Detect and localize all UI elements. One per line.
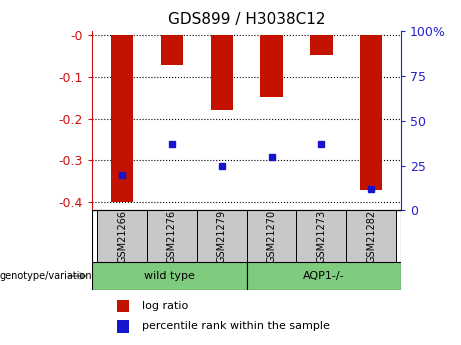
- Text: GSM21270: GSM21270: [266, 210, 277, 263]
- Text: GSM21266: GSM21266: [117, 210, 127, 263]
- Text: GSM21279: GSM21279: [217, 210, 227, 263]
- Bar: [147, 210, 197, 262]
- Text: genotype/variation: genotype/variation: [0, 271, 93, 281]
- Text: percentile rank within the sample: percentile rank within the sample: [142, 322, 330, 332]
- Bar: [247, 262, 401, 290]
- Text: wild type: wild type: [144, 271, 195, 281]
- Text: log ratio: log ratio: [142, 301, 188, 311]
- Bar: [161, 35, 183, 65]
- Text: GSM21282: GSM21282: [366, 210, 376, 263]
- Bar: [197, 210, 247, 262]
- Bar: [260, 35, 283, 97]
- Bar: [346, 210, 396, 262]
- Bar: [211, 35, 233, 110]
- Bar: [117, 320, 129, 333]
- Bar: [97, 210, 147, 262]
- Bar: [247, 210, 296, 262]
- Bar: [92, 262, 247, 290]
- Bar: [117, 299, 129, 312]
- Text: GSM21273: GSM21273: [316, 210, 326, 263]
- Title: GDS899 / H3038C12: GDS899 / H3038C12: [168, 12, 325, 27]
- Bar: [296, 210, 346, 262]
- Bar: [310, 35, 332, 55]
- Text: GSM21276: GSM21276: [167, 210, 177, 263]
- Bar: [111, 35, 133, 202]
- Text: AQP1-/-: AQP1-/-: [303, 271, 345, 281]
- Bar: [360, 35, 382, 190]
